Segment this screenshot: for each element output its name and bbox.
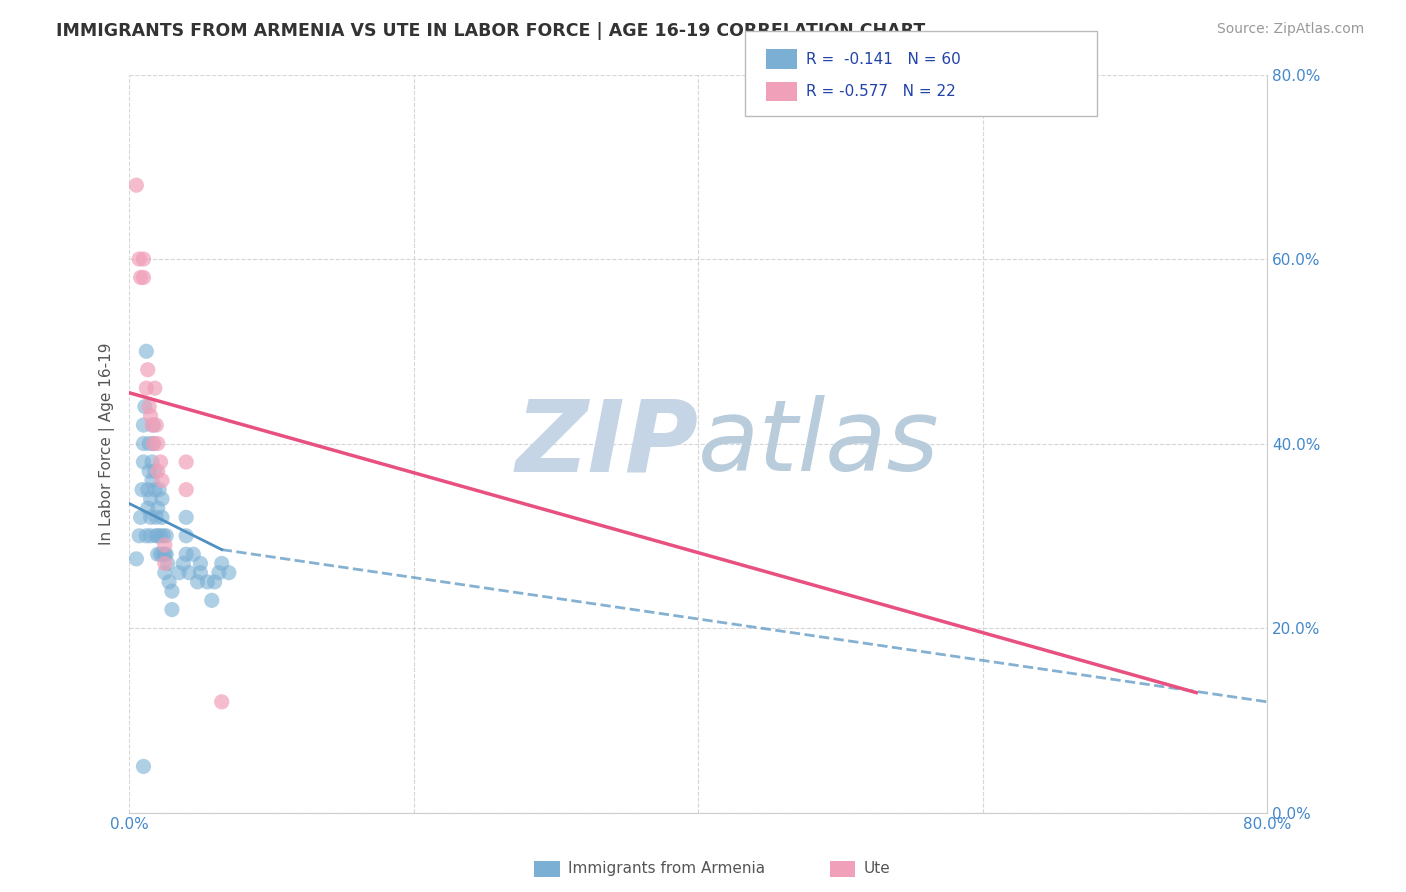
- Point: [218, 566, 240, 580]
- Point: [197, 574, 219, 589]
- Point: [152, 529, 174, 543]
- Point: [150, 474, 173, 488]
- Point: [160, 584, 183, 599]
- Point: [146, 529, 169, 543]
- Point: [132, 252, 155, 266]
- Point: [143, 483, 166, 497]
- Text: R = -0.577   N = 22: R = -0.577 N = 22: [806, 84, 956, 99]
- Point: [167, 566, 190, 580]
- Point: [145, 510, 167, 524]
- Point: [138, 400, 160, 414]
- Point: [142, 418, 165, 433]
- Point: [142, 436, 165, 450]
- Point: [156, 557, 179, 571]
- Text: R =  -0.141   N = 60: R = -0.141 N = 60: [806, 52, 960, 67]
- Point: [129, 510, 152, 524]
- Point: [153, 557, 176, 571]
- Point: [134, 400, 156, 414]
- Point: [208, 566, 231, 580]
- Point: [136, 483, 159, 497]
- Point: [174, 529, 197, 543]
- Point: [186, 574, 208, 589]
- Point: [142, 436, 165, 450]
- Text: IMMIGRANTS FROM ARMENIA VS UTE IN LABOR FORCE | AGE 16-19 CORRELATION CHART: IMMIGRANTS FROM ARMENIA VS UTE IN LABOR …: [56, 22, 925, 40]
- Text: atlas: atlas: [699, 395, 941, 492]
- Point: [153, 547, 176, 561]
- Point: [139, 409, 162, 423]
- Point: [174, 483, 197, 497]
- Point: [149, 529, 172, 543]
- Point: [141, 455, 163, 469]
- Point: [125, 552, 148, 566]
- Point: [129, 270, 152, 285]
- Text: ZIP: ZIP: [515, 395, 699, 492]
- Text: Ute: Ute: [863, 862, 890, 876]
- Point: [132, 759, 155, 773]
- Point: [155, 529, 177, 543]
- Point: [135, 381, 157, 395]
- Y-axis label: In Labor Force | Age 16-19: In Labor Force | Age 16-19: [100, 343, 115, 545]
- Point: [174, 510, 197, 524]
- Point: [132, 418, 155, 433]
- Point: [177, 566, 200, 580]
- Point: [143, 381, 166, 395]
- Point: [132, 270, 155, 285]
- Point: [174, 547, 197, 561]
- Point: [152, 547, 174, 561]
- Point: [201, 593, 224, 607]
- Point: [135, 529, 157, 543]
- Point: [211, 557, 233, 571]
- Point: [132, 436, 155, 450]
- Point: [136, 362, 159, 376]
- Point: [150, 491, 173, 506]
- Point: [141, 418, 163, 433]
- Point: [150, 510, 173, 524]
- Point: [153, 566, 176, 580]
- Point: [211, 695, 233, 709]
- Point: [132, 455, 155, 469]
- Point: [174, 455, 197, 469]
- Point: [143, 464, 166, 478]
- Point: [141, 474, 163, 488]
- Point: [128, 252, 150, 266]
- Point: [153, 538, 176, 552]
- Point: [149, 547, 172, 561]
- Point: [157, 574, 180, 589]
- Point: [145, 418, 167, 433]
- Point: [160, 602, 183, 616]
- Point: [190, 557, 212, 571]
- Point: [181, 547, 204, 561]
- Point: [139, 529, 162, 543]
- Point: [190, 566, 212, 580]
- Point: [139, 491, 162, 506]
- Point: [145, 529, 167, 543]
- Text: Source: ZipAtlas.com: Source: ZipAtlas.com: [1216, 22, 1364, 37]
- Point: [139, 510, 162, 524]
- Point: [128, 529, 150, 543]
- Point: [131, 483, 153, 497]
- Point: [125, 178, 148, 193]
- Point: [204, 574, 226, 589]
- Point: [172, 557, 194, 571]
- Point: [146, 547, 169, 561]
- Point: [146, 464, 169, 478]
- Point: [138, 464, 160, 478]
- Point: [149, 455, 172, 469]
- Point: [136, 501, 159, 516]
- Point: [148, 483, 170, 497]
- Point: [138, 436, 160, 450]
- Text: Immigrants from Armenia: Immigrants from Armenia: [568, 862, 765, 876]
- Point: [135, 344, 157, 359]
- Point: [155, 547, 177, 561]
- Point: [146, 501, 169, 516]
- Point: [146, 436, 169, 450]
